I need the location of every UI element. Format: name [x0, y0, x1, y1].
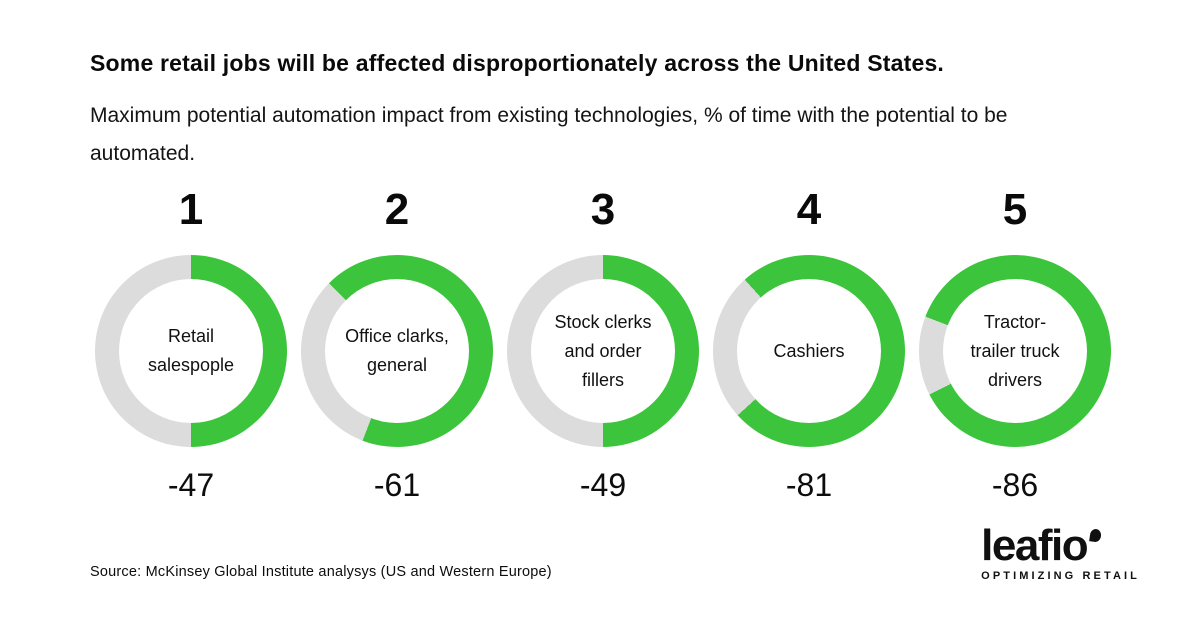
value-label: -47: [167, 467, 215, 503]
donut-label-line: Stock clerks: [554, 311, 652, 332]
donut-label-line: and order: [564, 340, 642, 361]
donut-label-line: drivers: [987, 369, 1042, 390]
donut-label-line: trailer truck: [970, 340, 1060, 361]
donut-hole: Office clarks, general: [325, 279, 469, 423]
logo-wordmark-row: leafio: [981, 521, 1102, 570]
leafio-logo: leafio OPTIMIZING RETAIL: [981, 521, 1140, 583]
donut-column-1: 1 Retail salespople -47: [95, 186, 287, 502]
logo-wordmark: leafio: [981, 521, 1088, 570]
donut-column-4: 4 Cashiers -81: [713, 186, 905, 502]
value-label: -61: [373, 467, 421, 503]
donut-label-line: general: [366, 355, 428, 375]
donut-hole: Cashiers: [737, 279, 881, 423]
donut-ring: Retail salespople: [95, 255, 287, 447]
value-label: -86: [991, 467, 1039, 503]
source-note: Source: McKinsey Global Institute analys…: [90, 564, 552, 580]
donut-column-5: 5 Tractor-trailer truck drivers -86: [919, 186, 1111, 502]
donut-label-line: Retail: [167, 326, 215, 346]
rank-label: 5: [1002, 185, 1028, 234]
value-label: -49: [579, 467, 627, 503]
leaf-icon: [1089, 528, 1102, 543]
rank-label: 4: [796, 185, 822, 234]
donut-ring: Tractor-trailer truck drivers: [919, 255, 1111, 447]
value-label: -81: [785, 467, 833, 503]
page-subtitle: Maximum potential automation impact from…: [90, 104, 1008, 165]
donut-column-3: 3 Stock clerks and order fillers -49: [507, 186, 699, 502]
donut-label-line: Tractor-: [983, 311, 1047, 332]
donut-label-line: Office clarks,: [345, 326, 449, 346]
donut-ring: Office clarks, general: [301, 255, 493, 447]
donut-label-line: Cashiers: [773, 340, 845, 361]
donut-column-2: 2 Office clarks, general -61: [301, 186, 493, 502]
donut-ring: Stock clerks and order fillers: [507, 255, 699, 447]
donut-chart-row: 1 Retail salespople -47 2 Office clarks, gener…: [95, 186, 1111, 502]
donut-hole: Tractor-trailer truck drivers: [943, 279, 1087, 423]
donut-hole: Retail salespople: [119, 279, 263, 423]
rank-label: 2: [384, 185, 410, 234]
donut-label-line: salespople: [147, 355, 235, 375]
donut-hole: Stock clerks and order fillers: [531, 279, 675, 423]
donut-label-line: fillers: [581, 369, 624, 390]
donut-ring: Cashiers: [713, 255, 905, 447]
page-title: Some retail jobs will be affected dispro…: [90, 50, 945, 76]
logo-tagline: OPTIMIZING RETAIL: [981, 570, 1140, 582]
rank-label: 1: [178, 185, 204, 234]
rank-label: 3: [590, 185, 616, 234]
